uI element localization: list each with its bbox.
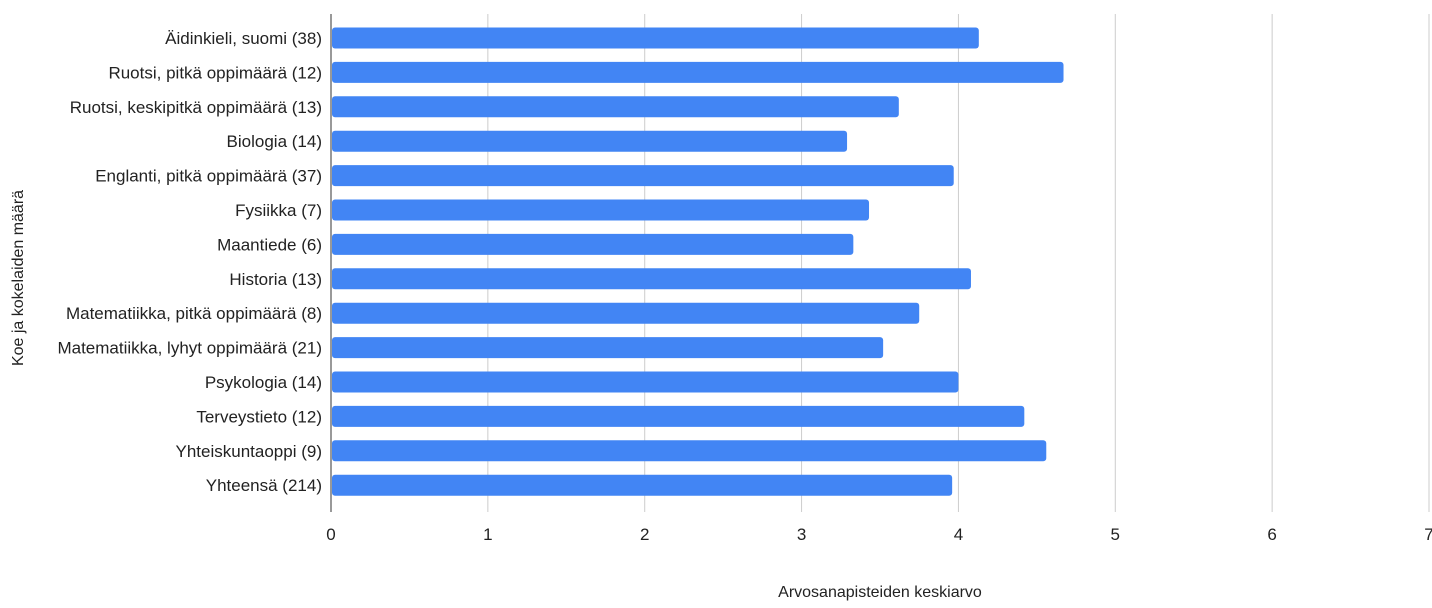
category-label: Fysiikka (7): [235, 201, 322, 220]
y-axis-title: Koe ja kokelaiden määrä: [10, 190, 27, 366]
bar: [332, 337, 884, 359]
bar: [332, 440, 1047, 462]
bar: [332, 268, 971, 290]
x-tick-label: 7: [1424, 525, 1432, 544]
x-tick-label: 5: [1111, 525, 1120, 544]
bar: [332, 199, 870, 221]
x-tick-label: 2: [640, 525, 649, 544]
x-tick-label: 1: [483, 525, 492, 544]
bar: [332, 96, 899, 118]
x-tick-label: 3: [797, 525, 806, 544]
x-tick-label: 0: [326, 525, 335, 544]
category-label: Maantiede (6): [217, 235, 322, 254]
bar: [332, 405, 1025, 427]
bar: [332, 165, 954, 187]
gridlines: [487, 14, 1430, 512]
bars: [332, 27, 1064, 496]
bar: [332, 233, 854, 255]
category-label: Matematiikka, lyhyt oppimäärä (21): [57, 339, 322, 358]
bar: [332, 371, 959, 393]
bar: [332, 61, 1064, 83]
category-label: Historia (13): [229, 270, 322, 289]
x-axis-title: Arvosanapisteiden keskiarvo: [778, 584, 982, 601]
category-label: Yhteiskuntaoppi (9): [176, 442, 322, 461]
labels: 0 1 2 3 4 5 6 7 Äidinkieli, suomi (38) Ruotsi, pi…: [57, 29, 1432, 544]
category-label: Äidinkieli, suomi (38): [165, 29, 322, 48]
bar: [332, 474, 953, 496]
category-label: Matematiikka, pitkä oppimäärä (8): [66, 304, 322, 323]
category-label: Yhteensä (214): [206, 476, 322, 495]
category-label: Biologia (14): [227, 132, 322, 151]
bar: [332, 302, 920, 324]
bar: [332, 130, 848, 152]
x-tick-label: 4: [954, 525, 963, 544]
bar: [332, 27, 979, 49]
category-label: Ruotsi, pitkä oppimäärä (12): [108, 63, 322, 82]
category-label: Psykologia (14): [205, 373, 322, 392]
x-tick-label: 6: [1267, 525, 1276, 544]
category-label: Englanti, pitkä oppimäärä (37): [95, 167, 322, 186]
category-label: Terveystieto (12): [196, 407, 322, 426]
category-label: Ruotsi, keskipitkä oppimäärä (13): [70, 98, 322, 117]
